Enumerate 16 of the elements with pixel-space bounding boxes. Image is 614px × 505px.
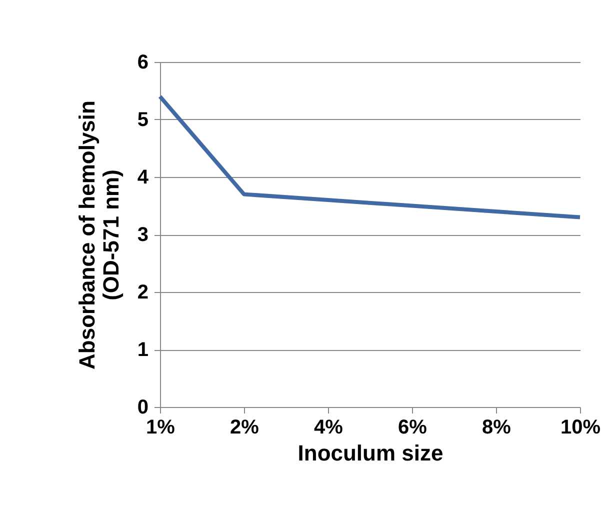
x-tick-label: 4%	[314, 416, 344, 438]
x-tick-label: 8%	[482, 416, 512, 438]
y-tick-label: 5	[137, 109, 148, 131]
y-tick-label: 0	[137, 396, 148, 418]
y-tick-label: 3	[137, 224, 148, 246]
y-tick-label: 4	[137, 166, 150, 188]
x-tick-label: 6%	[398, 416, 428, 438]
y-tick-label: 1	[137, 339, 148, 361]
y-tick-label: 2	[137, 282, 148, 304]
x-axis-title: Inoculum size	[298, 440, 444, 466]
y-axis-title: Absorbance of hemolysin (OD-571 nm)	[74, 100, 124, 370]
x-tick-label: 10%	[560, 416, 601, 438]
x-tick-label: 1%	[146, 416, 176, 438]
y-tick-label: 6	[137, 52, 148, 74]
x-tick-label: 2%	[230, 416, 260, 438]
line-series	[158, 94, 582, 220]
